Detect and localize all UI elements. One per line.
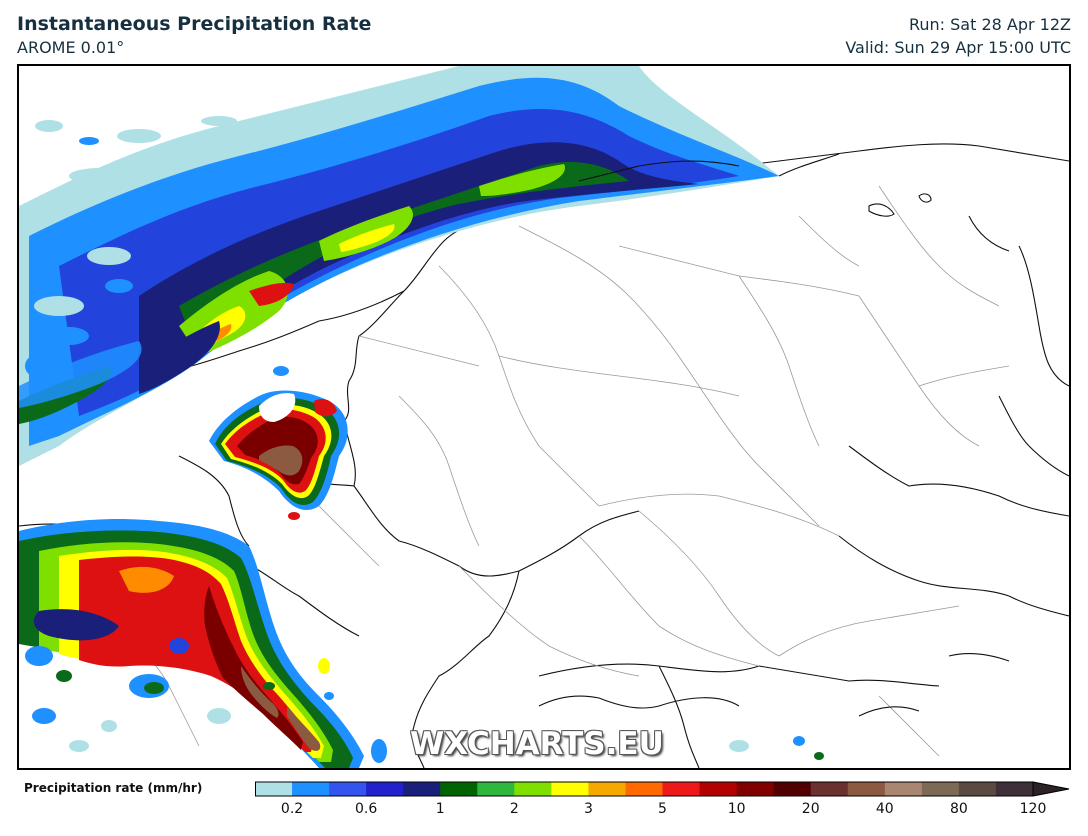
- colorbar-segment: [551, 782, 589, 796]
- colorbar-segment: [662, 782, 701, 796]
- colorbar-tick-label: 40: [875, 801, 894, 817]
- colorbar-segment: [773, 782, 812, 796]
- colorbar-segment: [921, 782, 960, 796]
- colorbar-segment: [625, 782, 664, 796]
- colorbar-segment: [958, 782, 997, 796]
- colorbar-segment: [810, 782, 849, 796]
- colorbar-segment: [847, 782, 886, 796]
- colorbar-tick-label: 0.6: [355, 801, 378, 817]
- colorbar-segment: [699, 782, 738, 796]
- colorbar-tick-label: 80: [949, 801, 968, 817]
- region-borders: [78, 185, 1010, 757]
- colorbar-segment: [329, 782, 367, 796]
- colorbar-segment: [292, 782, 330, 796]
- colorbar-segment: [736, 782, 775, 796]
- colorbar-tick-label: 20: [801, 801, 820, 817]
- colorbar-segment: [366, 782, 404, 796]
- chart-title: Instantaneous Precipitation Rate: [17, 13, 372, 35]
- colorbar-tick-label: 1: [435, 801, 445, 817]
- precip-showers-nw: [34, 116, 237, 316]
- colorbar-tick-label: 0.2: [280, 801, 304, 817]
- colorbar-segment: [440, 782, 478, 796]
- watermark: WXCHARTS.EU: [410, 726, 664, 762]
- colorbar-segment: [884, 782, 923, 796]
- colorbar-extend-arrow: [1032, 781, 1070, 797]
- colorbar-tick-label: 5: [658, 801, 667, 817]
- valid-time: Valid: Sun 29 Apr 15:00 UTC: [845, 38, 1071, 57]
- model-name: AROME 0.01°: [17, 38, 125, 57]
- colorbar-segment: [403, 782, 441, 796]
- colorbar-segment: [477, 782, 515, 796]
- colorbar-segment: [995, 782, 1034, 796]
- precip-scattered-south: [25, 638, 824, 763]
- colorbar-tick-label: 2: [509, 801, 519, 817]
- colorbar-tick-label: 120: [1019, 801, 1047, 817]
- precipitation-map[interactable]: [17, 64, 1071, 770]
- precip-showers-nw-blue: [25, 137, 175, 378]
- colorbar-tick-label: 3: [583, 801, 593, 817]
- precip-band-north: [19, 66, 779, 466]
- coastlines: [538, 153, 1010, 717]
- precipitation-colorbar: [255, 781, 1070, 797]
- colorbar-tick-label: 10: [727, 801, 746, 817]
- precip-cell-central: [209, 366, 348, 520]
- legend-label: Precipitation rate (mm/hr): [24, 781, 203, 795]
- colorbar-segment: [514, 782, 552, 796]
- colorbar-segment: [255, 782, 293, 796]
- run-time: Run: Sat 28 Apr 12Z: [908, 15, 1071, 34]
- colorbar-segment: [588, 782, 626, 796]
